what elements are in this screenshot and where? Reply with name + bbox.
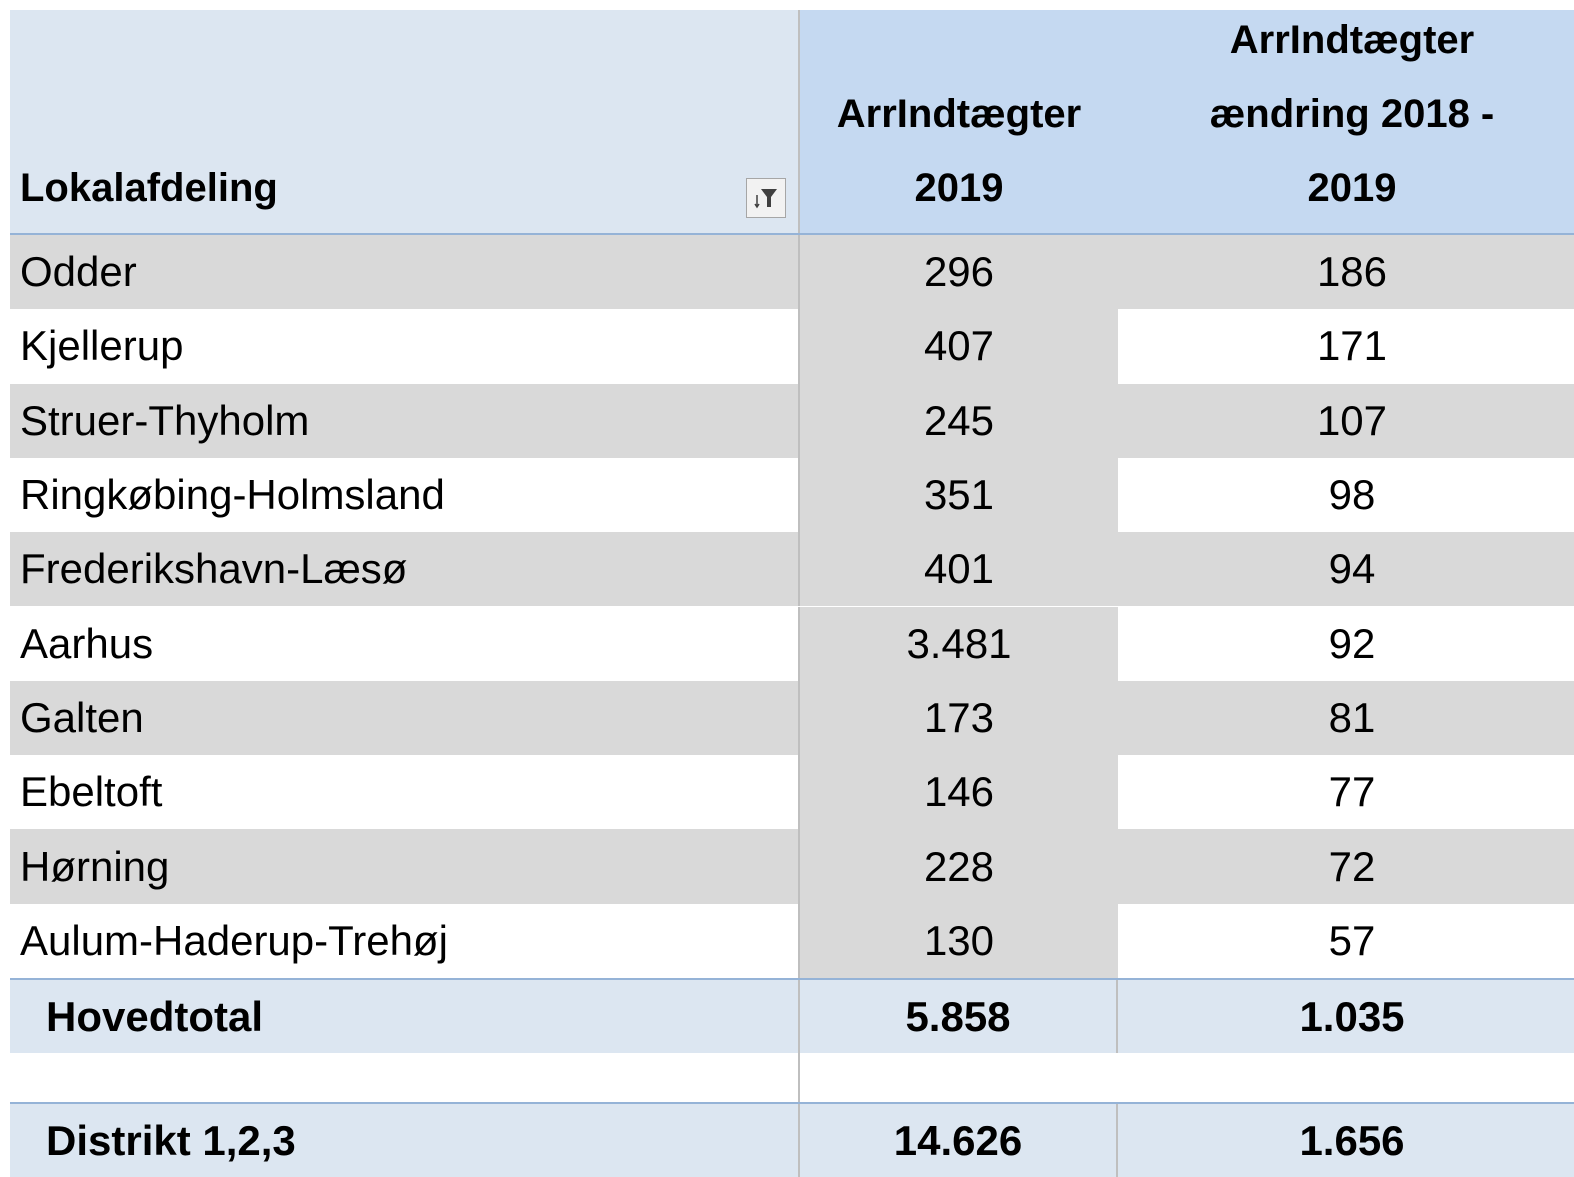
- filter-button[interactable]: [746, 178, 786, 218]
- value-cell: 146: [800, 755, 1118, 830]
- value-cell: 245: [800, 383, 1118, 458]
- value-cell: 171: [1316, 322, 1388, 370]
- value-cell: 351: [800, 457, 1118, 533]
- value-cell: 72: [1118, 829, 1574, 904]
- data-row: Galten 173 81: [10, 680, 1574, 756]
- row-label: Struer-Thyholm: [10, 383, 800, 458]
- blank-row: [798, 1053, 800, 1103]
- value-cell: 1.035: [1118, 980, 1574, 1053]
- data-row: Hørning 228 72: [10, 829, 1574, 904]
- value-cell: 228: [800, 829, 1118, 904]
- total-row: Hovedtotal 5.858 1.035: [10, 978, 1574, 1053]
- data-row: Ebeltoft 146 77: [10, 755, 1574, 830]
- row-label: Frederikshavn-Læsø: [10, 532, 800, 607]
- row-label: Ebeltoft: [10, 755, 800, 830]
- value-cell: 401: [800, 532, 1118, 607]
- row-label: Aulum-Haderup-Trehøj: [10, 903, 800, 978]
- data-row: Odder 296 186: [10, 235, 1574, 310]
- district-row: Distrikt 1,2,3 14.626 1.656: [10, 1102, 1574, 1177]
- value-cell: 107: [1118, 383, 1574, 458]
- header-cell: ArrIndtægter 2019: [800, 10, 1118, 233]
- header-cell: Lokalafdeling: [10, 10, 800, 233]
- value-cell: 94: [1118, 532, 1574, 607]
- value-cell: 14.626: [800, 1104, 1118, 1177]
- value-cell: 1.656: [1118, 1104, 1574, 1177]
- value-cell: 81: [1118, 680, 1574, 756]
- value-cell: 77: [1328, 768, 1376, 816]
- value-cell: 407: [800, 309, 1118, 384]
- value-cell: 186: [1118, 235, 1574, 310]
- value-cell: 98: [1328, 471, 1376, 519]
- data-row: Aulum-Haderup-Trehøj 130 57: [10, 903, 1574, 978]
- row-label: Galten: [10, 680, 800, 756]
- header-cell: ArrIndtægter ændring 2018 - 2019: [1118, 10, 1574, 233]
- value-cell: 173: [800, 680, 1118, 756]
- value-cell: 57: [1328, 916, 1376, 964]
- header-row: Lokalafdeling ArrIndtægter 2019 ArrIndtægt…: [10, 10, 1574, 235]
- row-label: Aarhus: [10, 606, 800, 681]
- value-cell: 92: [1328, 619, 1376, 667]
- pivot-table: Lokalafdeling ArrIndtægter 2019 ArrIndtægt…: [10, 10, 1574, 1177]
- filter-icon: [754, 189, 777, 209]
- data-row: Aarhus 3.481 92: [10, 606, 1574, 681]
- row-label: Hovedtotal: [10, 980, 800, 1053]
- data-row: Struer-Thyholm 245 107: [10, 383, 1574, 458]
- row-label: Kjellerup: [10, 309, 800, 384]
- row-label: Odder: [10, 235, 800, 310]
- data-row: Ringkøbing-Holmsland 351 98: [10, 457, 1574, 533]
- row-label: Distrikt 1,2,3: [10, 1104, 800, 1177]
- row-label: Hørning: [10, 829, 800, 904]
- value-cell: 5.858: [800, 980, 1118, 1053]
- row-label: Ringkøbing-Holmsland: [10, 457, 800, 533]
- value-cell: 296: [800, 235, 1118, 310]
- value-cell: 3.481: [800, 606, 1118, 681]
- data-row: Frederikshavn-Læsø 401 94: [10, 532, 1574, 607]
- data-row: Kjellerup 407 171: [10, 309, 1574, 384]
- value-cell: 130: [800, 903, 1118, 978]
